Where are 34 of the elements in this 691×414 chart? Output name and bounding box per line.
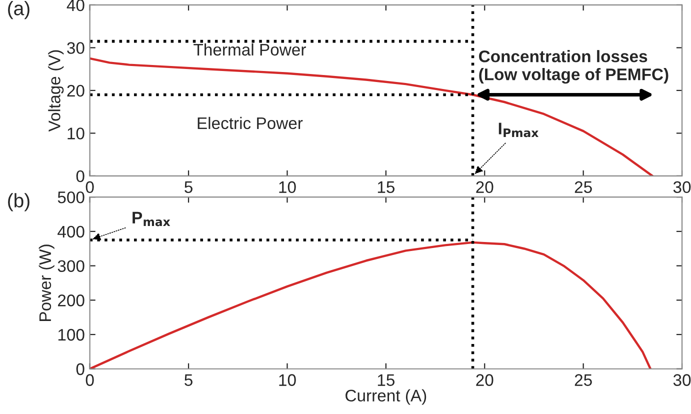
x-tick-label: 0 [86, 181, 94, 194]
x-axis-title: Current (A) [346, 389, 426, 405]
y-tick-label: 20 [67, 84, 84, 97]
annotation: Thermal Power [194, 43, 306, 56]
x-tick-label: 20 [476, 374, 494, 386]
annotation: I$_{Pmax}$ [498, 122, 538, 138]
y-tick-label: 400 [58, 226, 84, 238]
x-tick-label: 5 [184, 181, 192, 194]
x-tick-label: 5 [184, 374, 192, 386]
annotation: Concentration losses (Low voltage of PEMFC) [479, 50, 668, 84]
y-tick-label: 0 [76, 363, 84, 376]
x-tick-label: 25 [574, 374, 592, 386]
y-axis-title: Power (W) [38, 244, 54, 321]
x-tick-label: 30 [673, 374, 691, 386]
chart-title: (b) [8, 193, 30, 212]
y-tick-label: 30 [67, 42, 84, 54]
y-tick-label: 0 [76, 170, 84, 182]
x-tick-label: 30 [673, 181, 691, 194]
y-axis-title: Voltage (V) [48, 50, 64, 132]
x-tick-label: 20 [476, 181, 494, 194]
chart-title: (a) [8, 1, 30, 20]
x-tick-label: 10 [279, 374, 296, 386]
x-tick-label: 0 [86, 374, 94, 386]
annotation: Electric Power [198, 116, 303, 130]
y-tick-label: 100 [58, 328, 84, 341]
y-tick-label: 10 [68, 128, 84, 140]
x-tick-label: 15 [378, 181, 394, 194]
x-tick-label: 25 [574, 181, 592, 194]
x-tick-label: 10 [279, 181, 296, 194]
annotation: P$_{max}$ [132, 212, 170, 226]
y-tick-label: 300 [58, 260, 84, 272]
y-tick-label: 500 [58, 191, 84, 204]
y-tick-label: 200 [58, 294, 84, 306]
x-tick-label: 15 [378, 374, 394, 386]
